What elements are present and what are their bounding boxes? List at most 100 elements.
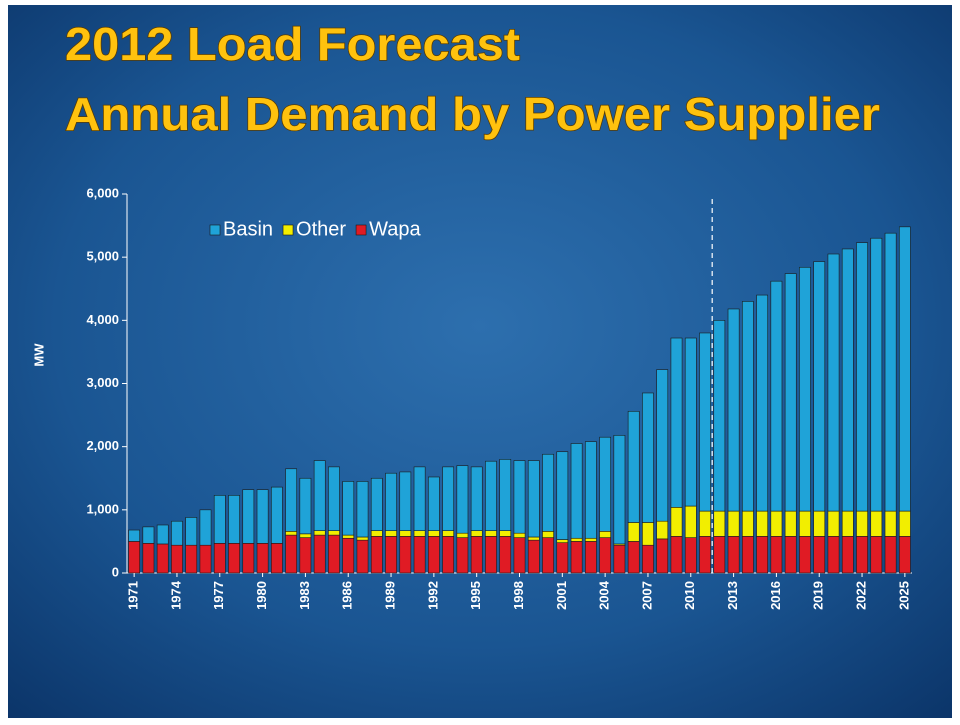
- bar-segment: [613, 434, 626, 545]
- bar-segment: [584, 537, 597, 542]
- bar-segment: [684, 337, 697, 507]
- bar-segment: [171, 544, 183, 574]
- bar-segment: [727, 308, 740, 512]
- x-tick-label: 2022: [853, 581, 868, 610]
- bar-segment: [399, 471, 412, 531]
- bar-segment: [670, 337, 683, 508]
- bar-segment: [684, 537, 697, 574]
- bar-segment: [713, 320, 726, 512]
- x-tick-label: 1974: [168, 580, 183, 610]
- bar-segment: [256, 543, 269, 574]
- bar-segment: [827, 510, 840, 537]
- bar-segment: [313, 460, 326, 531]
- bar-segment: [228, 495, 240, 544]
- bar-segment: [884, 536, 897, 574]
- bar-segment: [670, 536, 683, 574]
- x-tick-label: 2013: [725, 581, 740, 610]
- bar-segment: [542, 453, 554, 532]
- bar-segment: [228, 543, 240, 574]
- legend-swatch: [209, 224, 221, 236]
- bar-segment: [527, 539, 540, 574]
- y-tick-label: 3,000: [86, 375, 119, 390]
- bar-segment: [385, 530, 397, 537]
- bar-segment: [385, 472, 397, 531]
- bar-segment: [584, 441, 597, 539]
- bar-segment: [370, 530, 383, 537]
- bar-segment: [599, 537, 612, 574]
- bar-segment: [199, 509, 212, 546]
- bar-segment: [328, 530, 340, 536]
- bar-segment: [642, 392, 654, 523]
- bar-segment: [870, 237, 883, 512]
- bar-segment: [770, 536, 783, 574]
- legend-swatch: [282, 224, 294, 236]
- bar-segment: [827, 253, 840, 512]
- bar-segment: [813, 536, 826, 574]
- bar-segment: [670, 507, 683, 537]
- bar-segment: [185, 517, 198, 546]
- bar-segment: [385, 536, 397, 574]
- bar-segment: [256, 489, 269, 544]
- bar-segment: [270, 486, 283, 544]
- x-tick-label: 2001: [554, 581, 569, 610]
- bar-segment: [599, 531, 612, 538]
- y-tick-label: 4,000: [86, 312, 119, 327]
- bar-segment: [313, 534, 326, 574]
- bar-segment: [299, 537, 312, 574]
- bar-segment: [285, 531, 298, 536]
- bar-segment: [513, 537, 526, 574]
- bar-segment: [841, 248, 854, 512]
- bar-segment: [656, 369, 669, 522]
- bar-segment: [599, 436, 612, 532]
- bar-segment: [342, 534, 355, 539]
- bar-segment: [642, 544, 654, 574]
- bar-segment: [399, 536, 412, 574]
- chart-subtitle: Annual Demand by Power Supplier: [65, 88, 880, 140]
- bar-segment: [342, 537, 355, 574]
- y-tick-label: 0: [112, 564, 119, 579]
- y-tick-label: 5,000: [86, 249, 119, 264]
- bar-segment: [756, 536, 769, 574]
- bar-segment: [527, 536, 540, 541]
- bar-segment: [856, 242, 868, 512]
- bar-segment: [756, 294, 769, 512]
- bar-segment: [827, 536, 840, 574]
- bar-segment: [770, 510, 783, 537]
- bar-segment: [570, 541, 583, 574]
- bar-segment: [699, 510, 711, 537]
- bar-segment: [213, 495, 226, 544]
- bar-segment: [898, 226, 911, 512]
- x-tick-label: 1986: [340, 581, 355, 610]
- bar-segment: [656, 538, 669, 574]
- bar-segment: [727, 510, 740, 537]
- bar-segment: [656, 520, 669, 540]
- bar-segment: [242, 489, 255, 544]
- bar-segment: [784, 536, 797, 574]
- x-tick-label: 2019: [811, 581, 826, 610]
- bar-segment: [328, 466, 340, 531]
- bar-segment: [299, 533, 312, 538]
- bar-segment: [699, 536, 711, 574]
- bar-segment: [213, 543, 226, 574]
- bar-segment: [413, 466, 426, 531]
- bar-segment: [356, 481, 369, 538]
- bar-segment: [499, 536, 512, 574]
- x-tick-label: 1980: [254, 581, 269, 610]
- legend-label: Basin: [223, 218, 273, 240]
- bar-segment: [770, 280, 783, 512]
- bar-segment: [427, 530, 440, 537]
- bar-segment: [456, 537, 469, 574]
- legend-label: Wapa: [369, 218, 421, 240]
- y-tick-label: 2,000: [86, 438, 119, 453]
- bar-segment: [328, 534, 340, 574]
- bar-segment: [370, 477, 383, 531]
- bar-segment: [485, 536, 497, 574]
- bar-segment: [128, 529, 141, 542]
- bar-segment: [856, 510, 868, 537]
- bar-segment: [413, 530, 426, 537]
- bar-segment: [442, 530, 455, 537]
- bar-segment: [156, 543, 169, 574]
- bar-segment: [356, 536, 369, 541]
- x-tick-label: 1989: [382, 581, 397, 610]
